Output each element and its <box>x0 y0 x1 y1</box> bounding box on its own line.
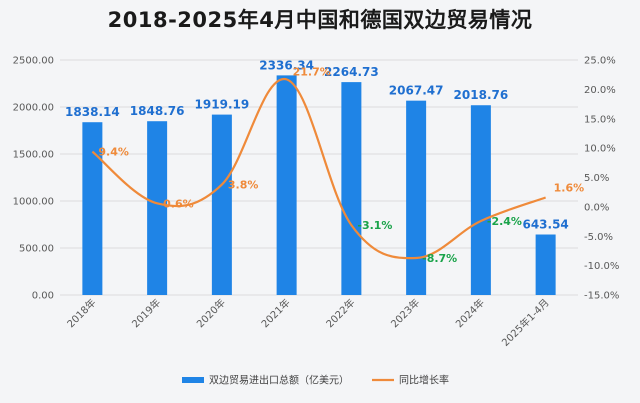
right-axis-tick-label: 0.0% <box>584 202 609 213</box>
left-axis-tick-label: 1500.00 <box>13 150 54 161</box>
right-axis-tick-label: 25.0% <box>584 56 616 67</box>
growth-rate-label: -2.4% <box>487 215 522 228</box>
bar-value-label: 2264.73 <box>324 65 379 79</box>
bar-value-label: 1838.14 <box>65 105 120 119</box>
bar <box>211 114 232 296</box>
bar-value-label: 643.54 <box>522 218 568 232</box>
bar-value-label: 2067.47 <box>389 84 444 98</box>
growth-rate-label: 3.8% <box>228 179 259 192</box>
bar <box>276 75 297 296</box>
growth-rate-label: 0.6% <box>163 197 194 210</box>
growth-rate-label: 21.7% <box>293 65 331 78</box>
growth-rate-label: 9.4% <box>98 146 129 159</box>
right-axis-tick-label: 10.0% <box>584 144 616 155</box>
bar-value-label: 1848.76 <box>130 104 185 118</box>
x-axis-tick-label: 2019年 <box>129 296 163 330</box>
right-axis-tick-label: -5.0% <box>584 232 613 243</box>
left-axis-tick-label: 1000.00 <box>13 197 54 208</box>
x-axis-tick-label: 2025年1-4月 <box>499 296 552 349</box>
growth-rate-label: -3.1% <box>357 219 392 232</box>
bar <box>535 234 556 295</box>
right-axis-tick-label: -15.0% <box>584 291 619 302</box>
x-axis-tick-label: 2023年 <box>388 296 422 330</box>
left-axis-tick-label: 2500.00 <box>13 56 54 67</box>
right-axis-tick-label: 15.0% <box>584 114 616 125</box>
x-axis-tick-label: 2024年 <box>453 296 487 330</box>
right-axis-tick-label: 20.0% <box>584 85 616 96</box>
legend-label-line: 同比增长率 <box>399 374 449 387</box>
left-axis-tick-label: 0.00 <box>32 291 54 302</box>
right-axis-tick-label: 5.0% <box>584 173 609 184</box>
bar <box>470 105 491 295</box>
bar <box>147 121 168 296</box>
legend-swatch-bar <box>182 377 204 383</box>
right-axis-tick-label: -10.0% <box>584 261 619 272</box>
growth-rate-label: 1.6% <box>554 181 585 194</box>
bar <box>406 100 427 295</box>
x-axis-tick-label: 2018年 <box>64 296 98 330</box>
growth-rate-line <box>91 78 547 260</box>
bar-value-label: 1919.19 <box>195 98 250 112</box>
x-axis-tick-label: 2022年 <box>323 296 357 330</box>
x-axis-tick-label: 2020年 <box>194 296 228 330</box>
chart-title: 2018-2025年4月中国和德国双边贸易情况 <box>107 8 533 32</box>
left-axis-tick-label: 500.00 <box>19 244 54 255</box>
bar-value-label: 2336.34 <box>259 58 314 72</box>
left-axis-tick-label: 2000.00 <box>13 103 54 114</box>
bar-value-label: 2018.76 <box>454 88 509 102</box>
growth-rate-label: -8.7% <box>422 252 457 265</box>
x-axis-tick-label: 2021年 <box>258 296 292 330</box>
legend-label-bar: 双边贸易进出口总额（亿美元） <box>209 374 349 387</box>
bar <box>82 122 103 295</box>
bar <box>341 82 362 295</box>
